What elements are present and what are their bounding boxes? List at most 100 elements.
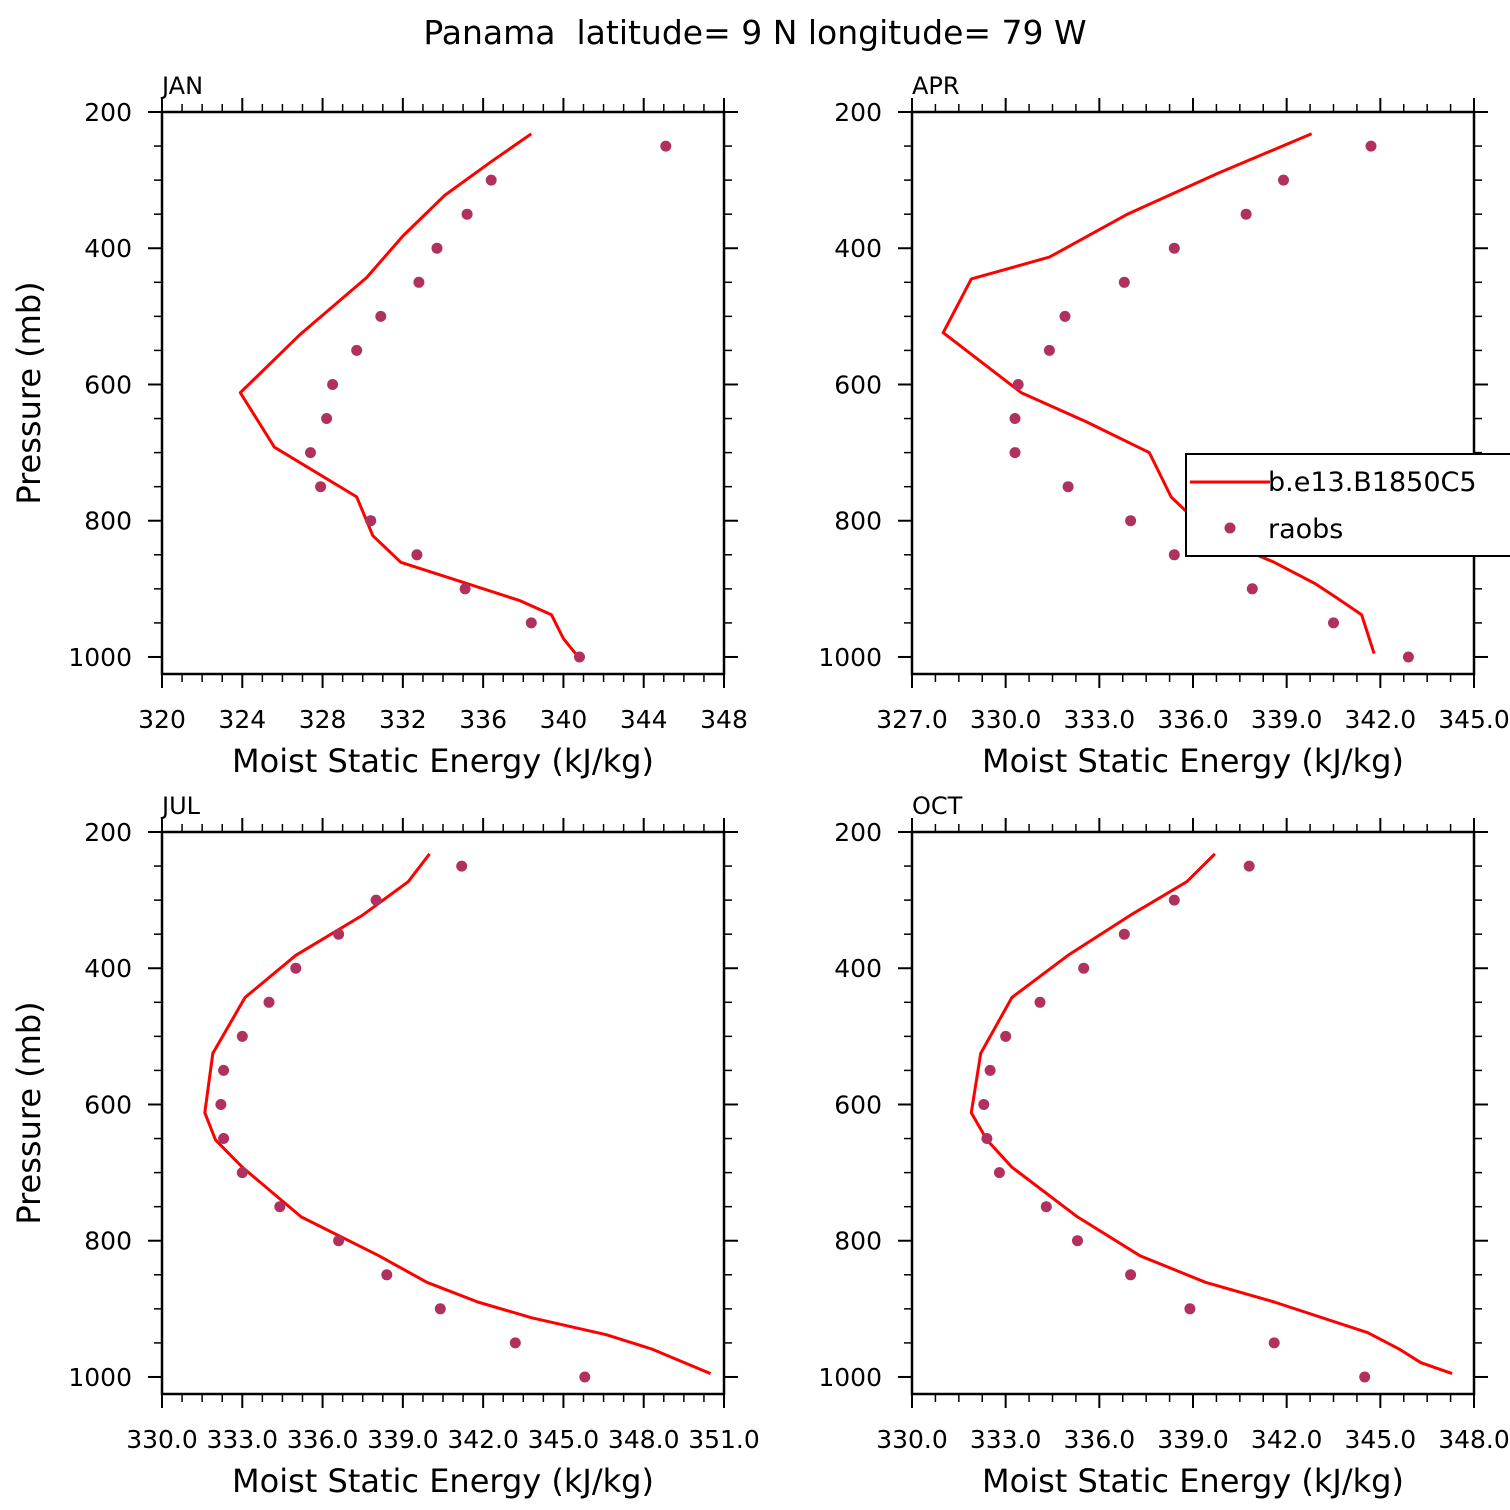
raobs-point [1365, 140, 1377, 152]
model-line [203, 852, 712, 1375]
y-tick-label: 400 [834, 234, 882, 263]
y-tick-label: 800 [834, 507, 882, 536]
raobs-point [365, 515, 377, 527]
x-tick-label: 327.0 [876, 705, 948, 734]
x-tick-label: 342.0 [1251, 1425, 1323, 1454]
y-tick-label: 200 [834, 818, 882, 847]
x-tick-label: 324 [218, 705, 266, 734]
x-tick-label: 348 [700, 705, 748, 734]
raobs-point [1402, 651, 1414, 663]
x-tick-label: 333.0 [206, 1425, 278, 1454]
panel-oct: OCT 330.0 333.0 336.0 339.0 342.0 345.0 348.0 20… [818, 792, 1509, 1500]
raobs-point [660, 140, 672, 152]
x-axis-title: Moist Static Energy (kJ/kg) [982, 742, 1404, 780]
y-tick-label: 400 [834, 954, 882, 983]
y-tick-label: 1000 [818, 643, 882, 672]
raobs-point [218, 1133, 230, 1144]
x-tick-label: 348.0 [1438, 1425, 1510, 1454]
legend: b.e13.B1850C5 raobs [1185, 453, 1510, 557]
x-tick-label: 320 [138, 705, 186, 734]
x-tick-label: 342.0 [1345, 705, 1417, 734]
raobs-point [1240, 208, 1252, 220]
raobs-point [413, 276, 425, 288]
y-axis-title: Pressure (mb) [10, 1001, 48, 1224]
x-tick-label: 332 [379, 705, 427, 734]
raobs-point [1009, 413, 1021, 424]
figure-title: Panama latitude= 9 N longitude= 79 W [423, 13, 1086, 52]
x-tick-label: 336.0 [1064, 1425, 1136, 1454]
raobs-point [1009, 447, 1021, 459]
raobs-point [274, 1201, 286, 1213]
raobs-point [315, 481, 327, 493]
x-tick-label: 336 [459, 705, 507, 734]
x-tick-label: 348.0 [608, 1425, 680, 1454]
raobs-point [461, 208, 473, 220]
raobs-point [1078, 962, 1090, 974]
x-axis-title: Moist Static Energy (kJ/kg) [982, 1462, 1404, 1500]
y-tick-label: 200 [84, 98, 132, 127]
x-tick-label: 336.0 [287, 1425, 359, 1454]
raobs-point [381, 1269, 393, 1281]
raobs-point [1268, 1337, 1280, 1349]
x-tick-label: 351.0 [688, 1425, 760, 1454]
panel-jul: JUL 330.0 333.0 336.0 339.0 342.0 345.0 348.0 35… [10, 792, 760, 1500]
raobs-point [434, 1303, 446, 1315]
y-tick-label: 200 [84, 818, 132, 847]
raobs-point [993, 1167, 1005, 1179]
raobs-point [333, 928, 345, 940]
panel-label: APR [912, 72, 960, 100]
raobs-point [411, 549, 423, 561]
x-tick-label: 333.0 [1064, 705, 1136, 734]
raobs-point [375, 310, 387, 322]
x-tick-label: 339.0 [1157, 1425, 1229, 1454]
raobs-point [978, 1099, 990, 1110]
x-tick-label: 328 [299, 705, 347, 734]
x-tick-label: 345.0 [1345, 1425, 1417, 1454]
raobs-point [1072, 1235, 1083, 1247]
y-axis-title: Pressure (mb) [10, 281, 48, 504]
raobs-point [333, 1235, 345, 1247]
y-tick-label: 600 [84, 370, 132, 399]
raobs-point [236, 1167, 248, 1179]
raobs-point [485, 174, 497, 186]
y-tick-label: 1000 [68, 1363, 132, 1392]
panel-label: OCT [912, 792, 963, 820]
legend-label-raobs: raobs [1268, 514, 1343, 545]
legend-dot-swatch [1224, 522, 1236, 534]
raobs-point [431, 242, 443, 254]
raobs-point [579, 1371, 591, 1383]
model-line [238, 132, 577, 655]
raobs-point [1034, 996, 1046, 1008]
raobs-point [218, 1064, 230, 1076]
y-tick-label: 400 [84, 234, 132, 263]
raobs-point [459, 583, 471, 595]
y-tick-label: 400 [84, 954, 132, 983]
model-line [969, 852, 1453, 1376]
raobs-point [1168, 894, 1180, 906]
raobs-point [509, 1337, 521, 1349]
y-tick-label: 1000 [818, 1363, 882, 1392]
x-tick-label: 330.0 [876, 1425, 948, 1454]
x-tick-label: 340 [540, 705, 588, 734]
panel-label: JUL [160, 792, 201, 820]
x-tick-label: 330.0 [126, 1425, 198, 1454]
raobs-point [456, 860, 468, 872]
raobs-point [290, 962, 302, 974]
y-tick-label: 800 [834, 1227, 882, 1256]
raobs-point [351, 344, 363, 356]
raobs-point [1040, 1201, 1052, 1213]
model-line [941, 132, 1376, 655]
plot-frame [910, 110, 1476, 676]
x-axis-title: Moist Static Energy (kJ/kg) [232, 742, 654, 780]
raobs-point [1059, 310, 1071, 322]
raobs-point [1118, 276, 1130, 288]
raobs-point [1125, 515, 1137, 527]
y-tick-label: 1000 [68, 643, 132, 672]
raobs-point [321, 413, 333, 424]
x-tick-label: 330.0 [970, 705, 1042, 734]
raobs-point [1118, 928, 1130, 940]
panel-label: JAN [160, 72, 203, 100]
x-tick-label: 339.0 [1251, 705, 1323, 734]
y-tick-label: 200 [834, 98, 882, 127]
